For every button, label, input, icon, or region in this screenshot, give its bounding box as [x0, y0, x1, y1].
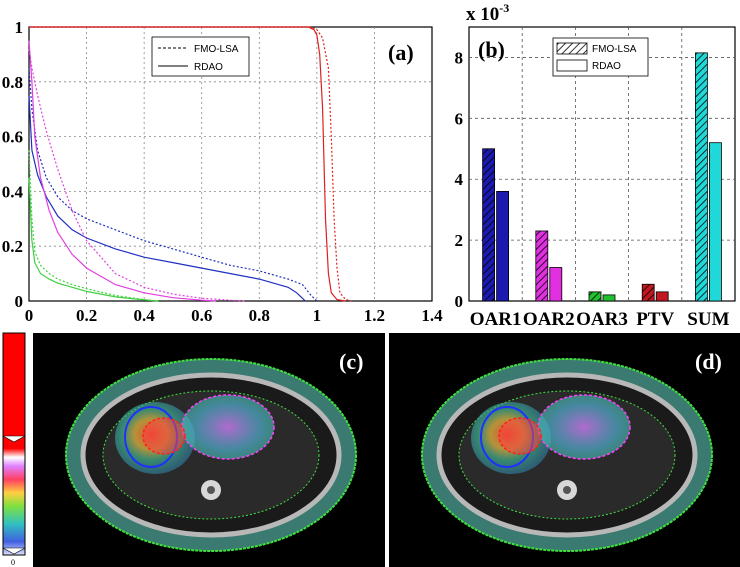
legend-label-rdao: RDAO [194, 62, 223, 73]
x-tick-label: 1.4 [421, 306, 443, 325]
y-tick-label: 0.4 [2, 182, 24, 201]
panel-b-bars [482, 52, 722, 302]
y-tick-label: 0.6 [2, 128, 23, 147]
bar-sum-rdao [709, 142, 722, 302]
panel-a-label: (a) [388, 40, 414, 65]
y-tick-label: 4 [455, 170, 464, 189]
category-label: OAR1 [470, 309, 522, 330]
dvh-line-oar1-fmo-lsa [28, 68, 318, 302]
panel-a-legend-box [151, 36, 250, 77]
panel-b-chart: 0 2 4 6 8 OAR1 OAR2 OAR3 PTV SUM x 10-3 FMO-LSA R… [455, 1, 736, 330]
panel-a-legend: FMO-LSA RDAO [151, 36, 250, 77]
dose-colorbar: 1 1 0 [2, 332, 37, 567]
y-tick-label: 0 [15, 292, 24, 311]
y-tick-label: 0.8 [2, 73, 23, 92]
x-tick-label: 0.2 [76, 306, 97, 325]
x-tick-label: 0 [25, 306, 34, 325]
bar-hatch-oar3 [589, 291, 601, 301]
bar-oar2-rdao [549, 267, 563, 302]
y-tick-label: 1 [15, 18, 24, 37]
spinal-canal [563, 486, 571, 494]
bar-oar1-rdao [496, 190, 510, 302]
rib-cage [80, 372, 342, 538]
category-label: PTV [636, 309, 674, 330]
ptv-contour [498, 417, 542, 455]
colorbar-marker-bottom [2, 547, 26, 555]
x-tick-label: 1 [313, 306, 322, 325]
panel-a-grid [29, 27, 432, 301]
legend-label-rdao-b: RDAO [592, 61, 621, 72]
colorbar-marker-top [2, 435, 26, 443]
x-tick-label: 1.2 [364, 306, 385, 325]
y-tick-label: 2 [455, 231, 464, 250]
panel-b-multiplier: x 10-3 [466, 1, 509, 25]
panel-a-chart: 0 0.2 0.4 0.6 0.8 1 1.2 1.4 0 0.2 0.4 0.6 0.8 1 FMO-L… [2, 18, 443, 325]
legend-label-fmo-lsa: FMO-LSA [194, 44, 239, 55]
dvh-line-oar2-fmo-lsa [28, 48, 245, 302]
dvh-line-ptv-fmo-lsa [29, 26, 352, 302]
y-tick-label: 0 [455, 292, 464, 311]
dose-panel-d: (d) [389, 333, 740, 567]
bar-hatch-oar1 [482, 148, 495, 301]
bar-ptv-rdao [655, 291, 669, 302]
panel-c-label: (c) [339, 349, 363, 374]
panel-a-ticks: 0 0.2 0.4 0.6 0.8 1 1.2 1.4 0 0.2 0.4 0.6 0.8 1 [2, 18, 443, 325]
dvh-line-oar3-rdao [28, 177, 159, 302]
y-tick-label: 8 [455, 48, 464, 67]
panel-d-label: (d) [695, 349, 722, 374]
bar-hatch-sum [695, 52, 708, 301]
colorbar-gradient [2, 332, 26, 556]
y-tick-label: 6 [455, 109, 464, 128]
panel-a-lines [28, 26, 352, 302]
x-tick-label: 0.4 [134, 306, 156, 325]
colorbar-bottom-label: 0 [11, 558, 15, 567]
legend-solid-bar-swatch [556, 59, 588, 72]
panel-b-ticks: 0 2 4 6 8 OAR1 OAR2 OAR3 PTV SUM [455, 48, 730, 330]
panel-b-legend: FMO-LSA RDAO [552, 37, 649, 77]
x-tick-label: 0.6 [191, 306, 212, 325]
dvh-line-oar3-fmo-lsa [28, 150, 159, 302]
bar-oar3-rdao [602, 294, 616, 302]
ct-anatomy [65, 358, 357, 552]
ptv-contour [142, 417, 186, 455]
category-label: OAR3 [576, 309, 628, 330]
legend-hatched-swatch [556, 42, 588, 55]
rib-cage [436, 372, 698, 538]
oar2-contour [181, 394, 275, 460]
spinal-canal [207, 486, 215, 494]
category-label: SUM [687, 309, 729, 330]
x-tick-label: 0.8 [249, 306, 270, 325]
dvh-line-oar2-rdao [28, 40, 217, 302]
panel-b-label: (b) [478, 37, 505, 62]
dvh-line-ptv-rdao [29, 26, 346, 302]
oar2-contour [537, 394, 631, 460]
dose-panel-c: (c) [33, 333, 385, 567]
ct-anatomy [421, 358, 713, 552]
legend-label-fmo-lsa-b: FMO-LSA [592, 44, 637, 55]
category-label: OAR2 [523, 309, 575, 330]
bar-hatch-ptv [642, 284, 655, 301]
y-tick-label: 0.2 [2, 237, 23, 256]
bar-hatch-oar2 [535, 230, 548, 301]
